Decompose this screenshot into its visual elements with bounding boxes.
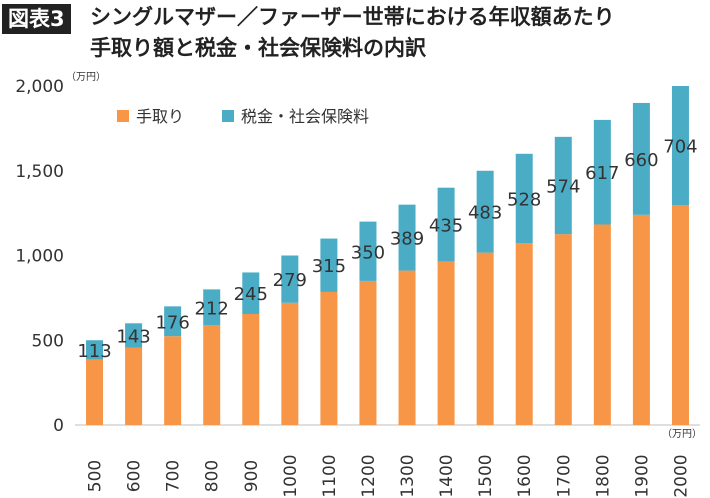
bar-take-home [164, 336, 182, 425]
y-tick-label: 1,000 [15, 247, 64, 267]
bar-tax-social-insurance [437, 187, 455, 262]
bar-take-home [515, 243, 533, 425]
x-tick-label: 1600 [515, 454, 535, 497]
data-label: 350 [351, 242, 385, 263]
x-tick-label: 800 [203, 460, 223, 492]
bar-tax-social-insurance [86, 340, 104, 360]
x-tick-label: 600 [125, 460, 145, 492]
bar-tax-social-insurance [671, 86, 689, 206]
figure-badge: 図表3 [2, 4, 71, 34]
bar-take-home [554, 234, 572, 425]
bar-tax-social-insurance [593, 119, 611, 225]
data-label: 176 [155, 312, 189, 333]
legend-swatch [222, 110, 234, 122]
bar-tax-social-insurance [242, 272, 260, 314]
chart-title: シングルマザー／ファーザー世帯における年収額あたり 手取り額と税金・社会保険料の… [90, 2, 705, 64]
x-tick-label: 700 [164, 460, 184, 492]
bar-tax-social-insurance [632, 102, 650, 215]
x-tick-label: 1500 [476, 454, 496, 497]
x-tick-label: 1200 [359, 454, 379, 497]
x-tick-label: 900 [242, 460, 262, 492]
bar-take-home [203, 325, 221, 425]
bar-tax-social-insurance [164, 306, 182, 337]
data-label: 315 [312, 256, 346, 277]
chart-header: 図表3 シングルマザー／ファーザー世帯における年収額あたり 手取り額と税金・社会… [0, 0, 710, 64]
bar-tax-social-insurance [125, 323, 143, 348]
y-tick-label: 1,500 [15, 162, 64, 182]
bar-tax-social-insurance [515, 153, 533, 244]
legend-label: 税金・社会保険料 [241, 107, 369, 126]
x-tick-label: 1000 [281, 454, 301, 497]
bar-take-home [593, 224, 611, 425]
bar-take-home [359, 280, 377, 425]
chart-title-line-1: シングルマザー／ファーザー世帯における年収額あたり [90, 5, 615, 29]
y-axis-unit: （万円） [66, 71, 106, 83]
bar-tax-social-insurance [281, 255, 299, 303]
data-label: 212 [195, 298, 229, 319]
data-label: 528 [507, 190, 541, 211]
x-tick-label: 1100 [320, 454, 340, 497]
chart-title-line-2: 手取り額と税金・社会保険料の内訳 [90, 36, 426, 60]
data-label: 113 [77, 341, 111, 362]
x-tick-label: 2000 [671, 454, 691, 497]
x-axis-unit: （万円） [662, 428, 702, 440]
bar-take-home [437, 261, 455, 425]
y-tick-label: 2,000 [15, 77, 64, 97]
data-label: 435 [429, 216, 463, 237]
bar-tax-social-insurance [203, 289, 221, 326]
data-label: 143 [116, 326, 150, 347]
y-tick-label: 500 [32, 331, 64, 351]
x-tick-label: 1400 [437, 454, 457, 497]
bar-tax-social-insurance [359, 221, 377, 281]
data-label: 574 [546, 176, 580, 197]
bar-tax-social-insurance [476, 170, 494, 253]
data-label: 279 [273, 270, 307, 291]
bar-tax-social-insurance [398, 204, 416, 271]
data-label: 660 [624, 150, 658, 171]
bar-take-home [320, 291, 338, 425]
x-tick-label: 1800 [593, 454, 613, 497]
x-tick-label: 1300 [398, 454, 418, 497]
bar-take-home [632, 214, 650, 425]
bar-take-home [476, 252, 494, 425]
bar-take-home [671, 205, 689, 425]
data-label: 245 [234, 284, 268, 305]
bar-take-home [86, 359, 104, 425]
y-tick-label: 0 [53, 416, 64, 436]
bar-tax-social-insurance [554, 136, 572, 235]
x-tick-label: 1700 [554, 454, 574, 497]
data-label: 389 [390, 229, 424, 250]
bar-take-home [125, 347, 143, 425]
legend-swatch [117, 110, 129, 122]
bar-take-home [281, 302, 299, 425]
data-label: 704 [663, 137, 697, 158]
bar-take-home [398, 270, 416, 425]
bar-take-home [242, 313, 260, 425]
x-tick-label: 500 [86, 460, 106, 492]
data-label: 617 [585, 163, 619, 184]
bar-tax-social-insurance [320, 238, 338, 292]
x-tick-label: 1900 [632, 454, 652, 497]
data-label: 483 [468, 203, 502, 224]
legend-label: 手取り [136, 107, 184, 126]
